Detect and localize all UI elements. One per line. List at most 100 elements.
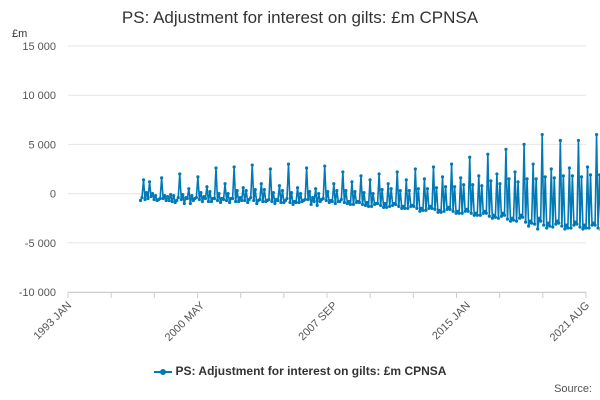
data-point[interactable]: [308, 190, 312, 194]
data-point[interactable]: [182, 201, 186, 206]
data-point[interactable]: [469, 211, 473, 215]
data-point[interactable]: [289, 191, 294, 195]
data-point[interactable]: [514, 219, 519, 223]
data-point[interactable]: [570, 174, 575, 178]
data-point[interactable]: [572, 223, 576, 227]
data-point[interactable]: [288, 200, 292, 205]
data-point[interactable]: [398, 189, 402, 193]
data-point[interactable]: [579, 175, 584, 179]
data-point[interactable]: [413, 167, 417, 171]
data-point[interactable]: [231, 196, 235, 201]
data-point[interactable]: [166, 194, 170, 199]
data-point[interactable]: [516, 180, 520, 184]
data-point[interactable]: [486, 152, 490, 156]
data-point[interactable]: [147, 180, 152, 184]
data-point[interactable]: [443, 185, 448, 189]
data-point[interactable]: [460, 211, 464, 215]
data-point[interactable]: [140, 195, 144, 200]
data-point[interactable]: [499, 214, 504, 218]
data-point[interactable]: [285, 196, 289, 201]
data-point[interactable]: [217, 192, 221, 196]
data-point[interactable]: [339, 197, 343, 202]
data-point[interactable]: [537, 216, 541, 220]
data-point[interactable]: [143, 197, 147, 202]
data-point[interactable]: [348, 202, 353, 207]
data-point[interactable]: [270, 199, 274, 204]
data-point[interactable]: [418, 209, 422, 213]
data-point[interactable]: [511, 218, 516, 222]
data-point[interactable]: [546, 221, 550, 225]
data-point[interactable]: [262, 188, 266, 192]
data-point[interactable]: [261, 199, 265, 204]
data-point[interactable]: [588, 173, 593, 177]
data-point[interactable]: [498, 182, 502, 186]
data-point[interactable]: [462, 183, 466, 187]
data-point[interactable]: [303, 197, 307, 202]
data-point[interactable]: [237, 199, 241, 204]
data-point[interactable]: [188, 201, 192, 206]
data-point[interactable]: [504, 147, 508, 151]
data-point[interactable]: [164, 198, 168, 203]
data-point[interactable]: [457, 211, 461, 215]
data-point[interactable]: [597, 173, 600, 177]
data-point[interactable]: [508, 219, 513, 223]
data-point[interactable]: [388, 204, 392, 208]
data-point[interactable]: [141, 178, 146, 182]
data-point[interactable]: [505, 217, 510, 221]
data-point[interactable]: [459, 176, 463, 180]
data-point[interactable]: [240, 198, 244, 203]
data-point[interactable]: [394, 202, 398, 207]
data-point[interactable]: [569, 226, 573, 230]
data-point[interactable]: [495, 172, 499, 176]
data-point[interactable]: [397, 204, 401, 208]
data-point[interactable]: [430, 206, 434, 210]
data-point[interactable]: [362, 191, 366, 195]
data-point[interactable]: [551, 225, 555, 229]
data-point[interactable]: [594, 132, 599, 137]
data-point[interactable]: [489, 179, 493, 183]
data-point[interactable]: [342, 200, 346, 205]
data-point[interactable]: [502, 213, 507, 217]
data-point[interactable]: [235, 189, 239, 193]
data-point[interactable]: [558, 138, 562, 143]
data-point[interactable]: [581, 227, 585, 231]
data-point[interactable]: [496, 216, 501, 220]
data-point[interactable]: [214, 166, 218, 170]
data-point[interactable]: [468, 155, 472, 159]
data-point[interactable]: [332, 182, 336, 186]
data-point[interactable]: [187, 187, 191, 191]
data-point[interactable]: [487, 214, 491, 218]
data-point[interactable]: [238, 195, 242, 200]
data-point[interactable]: [179, 197, 183, 202]
data-point[interactable]: [395, 170, 399, 174]
data-point[interactable]: [276, 198, 280, 203]
data-point[interactable]: [380, 188, 384, 192]
data-point[interactable]: [536, 227, 540, 231]
data-point[interactable]: [311, 195, 315, 200]
data-point[interactable]: [475, 213, 479, 217]
data-point[interactable]: [366, 204, 371, 208]
data-point[interactable]: [324, 198, 328, 203]
data-point[interactable]: [306, 197, 310, 202]
data-point[interactable]: [407, 189, 411, 193]
data-point[interactable]: [507, 177, 511, 181]
data-point[interactable]: [448, 207, 452, 211]
data-point[interactable]: [564, 223, 568, 227]
data-point[interactable]: [138, 198, 143, 203]
data-point[interactable]: [181, 192, 185, 197]
data-point[interactable]: [490, 216, 494, 220]
data-point[interactable]: [415, 206, 419, 210]
data-point[interactable]: [175, 198, 179, 203]
data-point[interactable]: [563, 227, 567, 231]
data-point[interactable]: [578, 225, 582, 229]
data-point[interactable]: [227, 200, 232, 205]
data-point[interactable]: [561, 174, 565, 178]
data-point[interactable]: [425, 187, 430, 191]
data-point[interactable]: [493, 215, 497, 219]
data-point[interactable]: [582, 223, 587, 227]
data-point[interactable]: [353, 190, 357, 194]
data-point[interactable]: [277, 184, 282, 188]
data-point[interactable]: [549, 167, 553, 171]
data-point[interactable]: [587, 226, 591, 230]
data-point[interactable]: [525, 177, 529, 181]
